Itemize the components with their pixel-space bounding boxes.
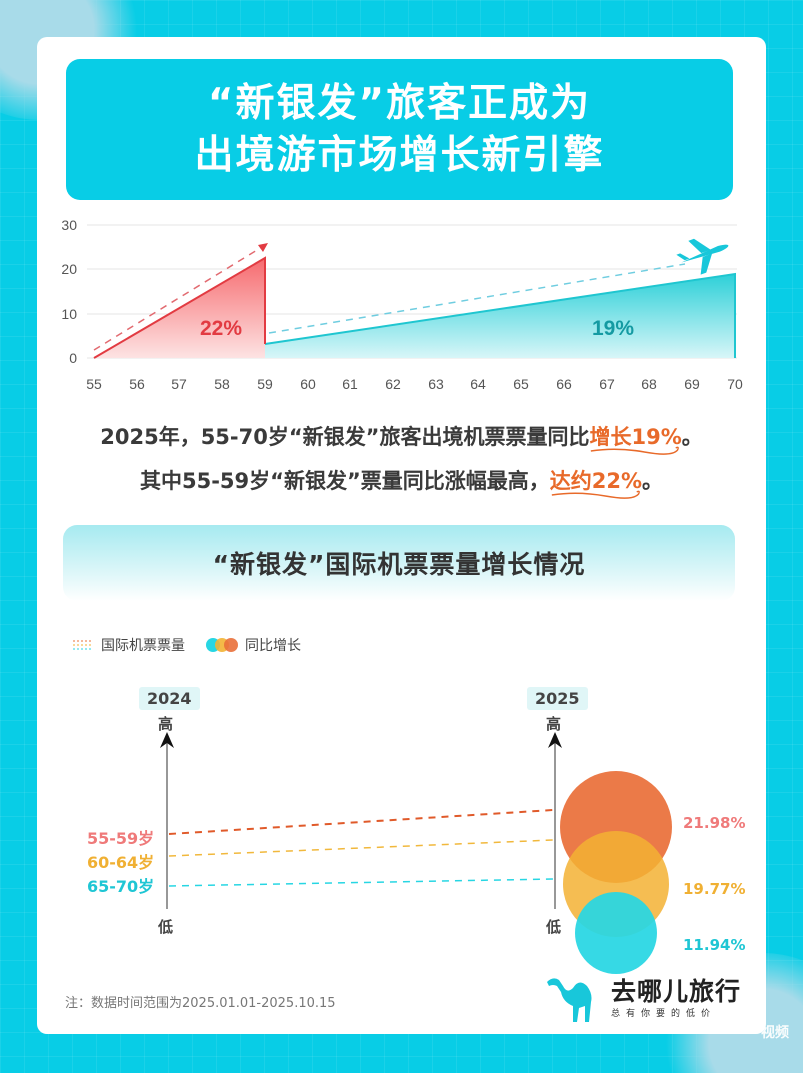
- camel-icon: [547, 978, 592, 1022]
- svg-text:55: 55: [86, 376, 102, 392]
- watermark: 视频: [761, 1025, 789, 1041]
- age-label-60-64: 60-64岁: [87, 853, 155, 872]
- arrow-head-icon: [258, 243, 268, 252]
- age-growth-area-chart: 30 20 10 0 55 56 57 58 59 60 61 62 63 64…: [61, 217, 743, 392]
- highlight-growth-22: 达约22%: [550, 469, 642, 499]
- svg-text:0: 0: [69, 350, 77, 366]
- svg-text:64: 64: [470, 376, 486, 392]
- axis-low-label: 低: [546, 918, 562, 936]
- svg-text:30: 30: [61, 217, 77, 233]
- year-2025-tag: 2025: [527, 687, 588, 710]
- dotted-lines-icon: [73, 640, 93, 650]
- svg-text:22%: 22%: [200, 317, 242, 340]
- svg-text:19%: 19%: [592, 317, 634, 340]
- highlight-growth-19: 增长19%: [589, 425, 682, 455]
- svg-text:58: 58: [214, 376, 230, 392]
- summary-line-1: 2025年，55-70岁“新银发”旅客出境机票票量同比增长19%。: [37, 415, 766, 459]
- svg-text:62: 62: [385, 376, 401, 392]
- age-label-65-70: 65-70岁: [87, 877, 155, 896]
- age-label-55-59: 55-59岁: [87, 829, 155, 848]
- svg-text:10: 10: [61, 306, 77, 322]
- pct-label-60-64: 19.77%: [683, 880, 746, 898]
- axis-high-label: 高: [546, 715, 562, 733]
- y-axis-ticks: 30 20 10 0: [61, 217, 77, 366]
- x-axis-ticks: 55 56 57 58 59 60 61 62 63 64 65 66 67 6…: [86, 376, 743, 392]
- svg-text:69: 69: [684, 376, 700, 392]
- year-2024-tag: 2024: [139, 687, 200, 710]
- svg-text:59: 59: [257, 376, 273, 392]
- arrow-up-icon: [160, 732, 174, 748]
- bubble-65-70: [575, 892, 657, 974]
- section-title-banner: “新银发”国际机票票量增长情况: [63, 525, 735, 601]
- svg-text:67: 67: [599, 376, 615, 392]
- svg-text:20: 20: [61, 261, 77, 277]
- summary-text: 2025年，55-70岁“新银发”旅客出境机票票量同比增长19%。 其中55-5…: [37, 415, 766, 503]
- qunar-logo: 去哪儿旅行 总有你要的低价: [545, 972, 741, 1024]
- svg-text:60: 60: [300, 376, 316, 392]
- pct-label-65-70: 11.94%: [683, 936, 746, 954]
- chart-legend: 国际机票票量 同比增长: [73, 635, 321, 655]
- axis-high-label: 高: [158, 715, 174, 733]
- svg-text:57: 57: [171, 376, 187, 392]
- axis-low-label: 低: [158, 918, 174, 936]
- summary-line-2: 其中55-59岁“新银发”票量同比涨幅最高，达约22%。: [37, 459, 766, 503]
- svg-text:68: 68: [641, 376, 657, 392]
- title-line-1: “新银发”旅客正成为: [207, 80, 592, 126]
- series-59-70-area: [265, 274, 735, 358]
- svg-text:66: 66: [556, 376, 572, 392]
- svg-text:70: 70: [727, 376, 743, 392]
- arrow-up-icon: [548, 732, 562, 748]
- data-range-note: 注：数据时间范围为2025.01.01-2025.10.15: [65, 996, 336, 1011]
- svg-text:65: 65: [513, 376, 529, 392]
- chart2-graphics: [160, 732, 672, 974]
- growth-comparison-chart: 2024 高 低 2025 高 低 55-59岁 60-64岁 65-70岁 2…: [37, 677, 766, 977]
- svg-text:63: 63: [428, 376, 444, 392]
- airplane-icon: [676, 238, 729, 275]
- legend-item-growth: 同比增长: [205, 635, 301, 655]
- title-banner: “新银发”旅客正成为 出境游市场增长新引擎: [66, 59, 733, 200]
- pct-label-55-59: 21.98%: [683, 814, 746, 832]
- infographic-card: “新银发”旅客正成为 出境游市场增长新引擎 30 20 10 0: [37, 37, 766, 1034]
- circles-icon: [206, 638, 238, 652]
- svg-text:56: 56: [129, 376, 145, 392]
- legend-item-volume: 国际机票票量: [73, 635, 185, 655]
- svg-text:61: 61: [342, 376, 358, 392]
- title-line-2: 出境游市场增长新引擎: [194, 132, 605, 178]
